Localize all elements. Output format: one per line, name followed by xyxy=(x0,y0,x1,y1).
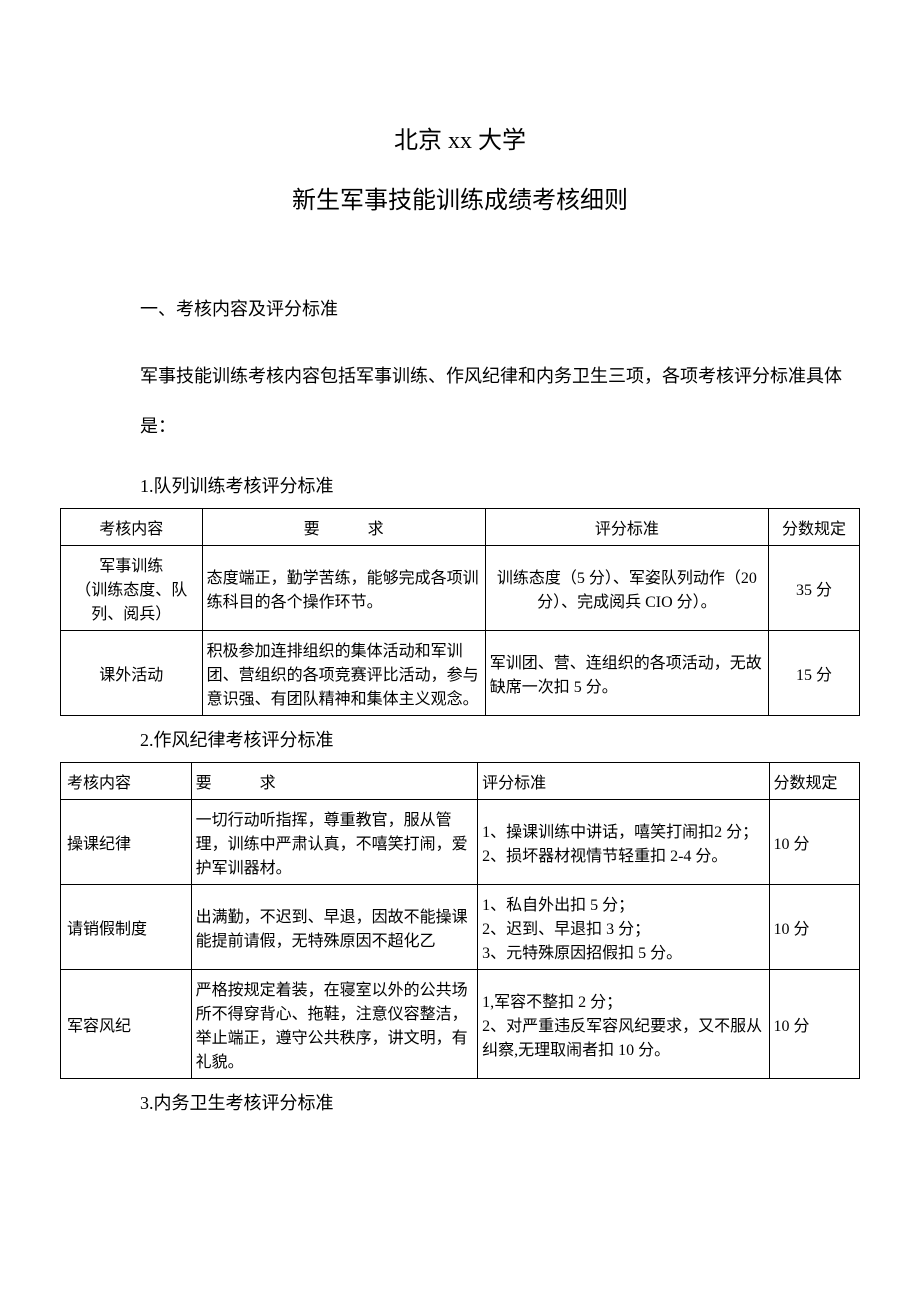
table-row: 请销假制度 出满勤，不迟到、早退，因故不能操课能提前请假，无特殊原因不超化乙 1… xyxy=(61,884,860,969)
table-3-heading: 3.内务卫生考核评分标准 xyxy=(140,1089,860,1115)
table-2-row-1-content: 请销假制度 xyxy=(61,884,192,969)
table-1-queue-training: 考核内容 要 求 评分标准 分数规定 军事训练 （训练态度、队列、阅兵） 态度端… xyxy=(60,508,860,716)
table-2-row-1-points: 10 分 xyxy=(769,884,859,969)
table-1-header-content: 考核内容 xyxy=(61,508,203,545)
table-row: 军事训练 （训练态度、队列、阅兵） 态度端正，勤学苦练，能够完成各项训练科目的各… xyxy=(61,545,860,630)
table-1-row-1-points: 15 分 xyxy=(768,630,859,715)
table-2-row-0-points: 10 分 xyxy=(769,799,859,884)
table-1-header-req: 要 求 xyxy=(202,508,485,545)
table-row: 操课纪律 一切行动听指挥，尊重教官，服从管理，训练中严肃认真，不嘻笑打闹，爱护军… xyxy=(61,799,860,884)
table-2-row-0-content: 操课纪律 xyxy=(61,799,192,884)
table-2-row-2-points: 10 分 xyxy=(769,969,859,1078)
table-1-row-0-content: 军事训练 （训练态度、队列、阅兵） xyxy=(61,545,203,630)
table-2-row-0-score: 1、操课训练中讲话，嘻笑打闹扣2 分； 2、损坏器材视情节轻重扣 2-4 分。 xyxy=(478,799,769,884)
table-1-row-0-req: 态度端正，勤学苦练，能够完成各项训练科目的各个操作环节。 xyxy=(202,545,485,630)
table-2-heading: 2.作风纪律考核评分标准 xyxy=(140,726,860,752)
table-2-header-score: 评分标准 xyxy=(478,762,769,799)
table-1-row-0-score: 训练态度（5 分）、军姿队列动作（20 分）、完成阅兵 CIO 分）。 xyxy=(485,545,768,630)
table-1-row-0-points: 35 分 xyxy=(768,545,859,630)
table-1-row-1-req: 积极参加连排组织的集体活动和军训团、营组织的各项竞赛评比活动，参与意识强、有团队… xyxy=(202,630,485,715)
table-1-header-score: 评分标准 xyxy=(485,508,768,545)
table-1-heading: 1.队列训练考核评分标准 xyxy=(140,472,860,498)
document-university-title: 北京 xx 大学 xyxy=(60,120,860,155)
table-2-row-2-req: 严格按规定着装，在寝室以外的公共场所不得穿背心、拖鞋，注意仪容整洁，举止端正，遵… xyxy=(191,969,477,1078)
table-2-header-points: 分数规定 xyxy=(769,762,859,799)
document-main-title: 新生军事技能训练成绩考核细则 xyxy=(60,180,860,215)
table-2-header-content: 考核内容 xyxy=(61,762,192,799)
table-row: 军容风纪 严格按规定着装，在寝室以外的公共场所不得穿背心、拖鞋，注意仪容整洁，举… xyxy=(61,969,860,1078)
table-2-row-1-score: 1、私自外出扣 5 分； 2、迟到、早退扣 3 分； 3、元特殊原因招假扣 5 … xyxy=(478,884,769,969)
table-2-discipline: 考核内容 要 求 评分标准 分数规定 操课纪律 一切行动听指挥，尊重教官，服从管… xyxy=(60,762,860,1079)
table-1-row-1-score: 军训团、营、连组织的各项活动，无故缺席一次扣 5 分。 xyxy=(485,630,768,715)
intro-paragraph: 军事技能训练考核内容包括军事训练、作风纪律和内务卫生三项，各项考核评分标准具体是… xyxy=(140,351,850,452)
section-1-heading: 一、考核内容及评分标准 xyxy=(140,295,860,321)
table-2-row-2-score: 1,军容不整扣 2 分； 2、对严重违反军容风纪要求，又不服从纠察,无理取闹者扣… xyxy=(478,969,769,1078)
table-2-row-1-req: 出满勤，不迟到、早退，因故不能操课能提前请假，无特殊原因不超化乙 xyxy=(191,884,477,969)
table-2-row-0-req: 一切行动听指挥，尊重教官，服从管理，训练中严肃认真，不嘻笑打闹，爱护军训器材。 xyxy=(191,799,477,884)
table-header-row: 考核内容 要 求 评分标准 分数规定 xyxy=(61,762,860,799)
table-row: 课外活动 积极参加连排组织的集体活动和军训团、营组织的各项竞赛评比活动，参与意识… xyxy=(61,630,860,715)
table-2-header-req: 要 求 xyxy=(191,762,477,799)
table-2-row-2-content: 军容风纪 xyxy=(61,969,192,1078)
table-1-header-points: 分数规定 xyxy=(768,508,859,545)
table-1-row-1-content: 课外活动 xyxy=(61,630,203,715)
table-header-row: 考核内容 要 求 评分标准 分数规定 xyxy=(61,508,860,545)
